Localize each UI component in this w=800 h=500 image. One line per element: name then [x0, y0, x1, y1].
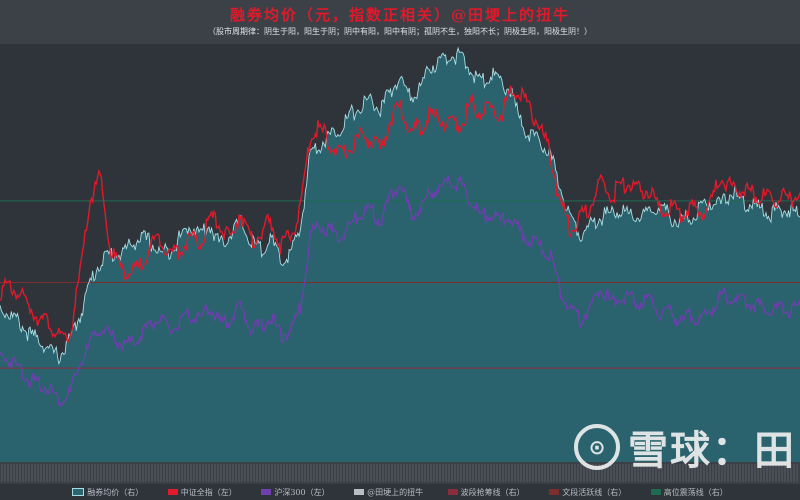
series-line-rongquan — [0, 46, 800, 365]
legend-item: 融券均价（右） — [72, 487, 143, 498]
legend-item: @田埂上的扭牛 — [354, 487, 423, 498]
series-lines — [0, 46, 800, 407]
legend-label: 波段抢筹线（右） — [460, 487, 525, 497]
watermark: ⊙ 雪球：田 — [574, 418, 796, 476]
chart-header: 融券均价（元，指数正相关）@田埂上的扭牛 （股市周期律：阴生于阳，阳生于阴；阴中… — [0, 0, 800, 44]
legend-item: 中证全指（左） — [167, 487, 237, 498]
legend-swatch — [447, 489, 458, 495]
legend-label: 高位震荡线（右） — [663, 487, 728, 497]
legend-label: 融券均价（右） — [87, 487, 144, 497]
legend-label: 中证全指（左） — [180, 487, 237, 497]
series-line-zzqz — [0, 85, 800, 346]
series-area-fill — [0, 48, 800, 462]
legend-swatch — [167, 489, 178, 495]
reference-lines — [0, 200, 800, 369]
area-layer — [0, 48, 800, 462]
legend-item: 波段抢筹线（右） — [447, 487, 525, 498]
series-line-hs300 — [0, 175, 800, 407]
chart-subtitle: （股市周期律：阴生于阳，阳生于阴；阴中有阳，阳中有阴；孤阴不生，独阳不长；阴极生… — [208, 27, 592, 36]
legend-label: @田埂上的扭牛 — [367, 487, 424, 497]
xueqiu-logo-icon: ⊙ — [574, 424, 620, 470]
chart-plot — [0, 44, 800, 484]
watermark-text: 雪球：田 — [628, 428, 796, 474]
chart-title: 融券均价（元，指数正相关）@田埂上的扭牛 — [229, 6, 570, 24]
legend-label: 文段活跃线（右） — [562, 487, 627, 497]
legend-item: 沪深300（左） — [261, 487, 330, 498]
legend-label: 沪深300（左） — [274, 487, 330, 497]
legend: 融券均价（右） 中证全指（左） 沪深300（左） @田埂上的扭牛 波段抢筹线（右） 文段活… — [0, 484, 800, 500]
legend-swatch — [72, 488, 85, 496]
legend-swatch — [650, 489, 661, 495]
legend-swatch — [354, 489, 365, 495]
legend-item: 文段活跃线（右） — [549, 487, 626, 498]
legend-swatch — [261, 489, 272, 495]
legend-item: 高位震荡线（右） — [650, 487, 728, 498]
legend-swatch — [549, 489, 560, 495]
